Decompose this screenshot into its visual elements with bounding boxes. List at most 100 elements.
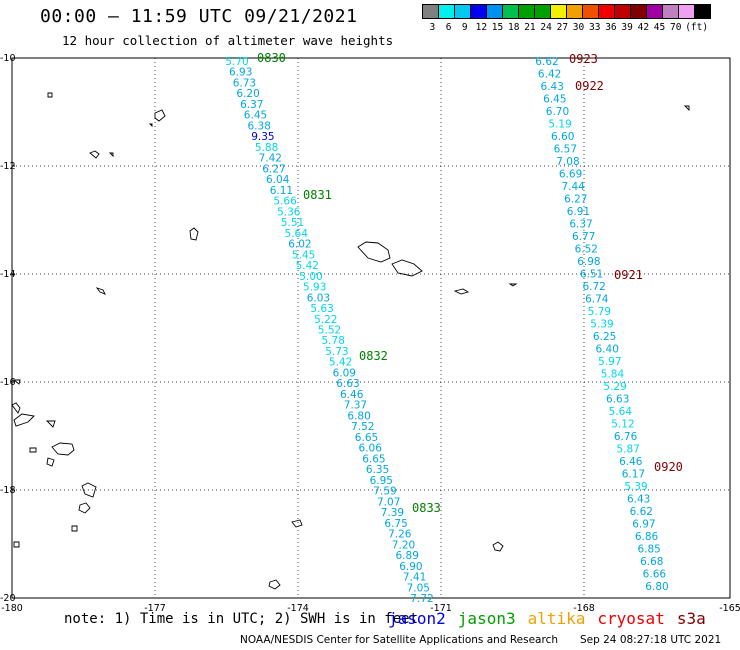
x-tick-label: -165 xyxy=(719,603,740,614)
wave-height-label: 6.80 xyxy=(347,410,370,422)
wave-height-label: 6.62 xyxy=(535,56,558,68)
island-outline xyxy=(46,457,55,467)
wave-height-label: 5.52 xyxy=(318,325,341,337)
wave-height-label: 6.57 xyxy=(554,144,577,156)
wave-height-label: 6.11 xyxy=(270,185,293,197)
wave-height-label: 7.39 xyxy=(381,507,404,519)
island-outline xyxy=(154,109,166,122)
wave-height-label: 9.35 xyxy=(251,131,274,143)
wave-height-label: 6.73 xyxy=(233,77,256,89)
wave-height-label: 6.91 xyxy=(567,206,590,218)
wave-height-label: 6.25 xyxy=(593,331,616,343)
island-outline xyxy=(683,105,690,112)
island-outline xyxy=(12,379,21,385)
island-outline xyxy=(51,442,75,456)
wave-height-label: 7.52 xyxy=(351,421,374,433)
wave-height-label: 5.00 xyxy=(299,271,322,283)
wave-height-label: 5.70 xyxy=(225,56,248,68)
wave-height-label: 6.06 xyxy=(359,443,383,455)
wave-height-label: 6.27 xyxy=(564,194,587,206)
x-tick-label: -174 xyxy=(287,603,309,614)
wave-height-label: 6.45 xyxy=(543,94,566,106)
wave-height-label: 6.42 xyxy=(538,69,561,81)
wave-height-label: 6.60 xyxy=(551,131,574,143)
island-outline xyxy=(81,482,97,498)
wave-height-label: 6.85 xyxy=(637,544,660,556)
wave-height-label: 7.37 xyxy=(344,400,367,412)
wave-height-label: 6.46 xyxy=(619,456,643,468)
wave-height-label: 6.38 xyxy=(248,120,271,132)
wave-height-label: 6.63 xyxy=(606,394,629,406)
wave-height-label: 7.07 xyxy=(377,496,400,508)
wave-height-label: 6.43 xyxy=(627,494,650,506)
wave-height-label: 6.03 xyxy=(307,292,330,304)
time-label: 0923 xyxy=(569,52,598,66)
wave-height-label: 7.05 xyxy=(407,582,430,594)
color-scale-label: 33 xyxy=(589,22,601,33)
wave-height-label: 5.84 xyxy=(601,369,625,381)
satellite-legend-jason2: jason2 xyxy=(388,609,446,628)
wave-height-label: 5.78 xyxy=(322,335,345,347)
color-scale-legend xyxy=(422,4,711,19)
wave-height-label: 7.42 xyxy=(259,153,282,165)
credit-text: NOAA/NESDIS Center for Satellite Applica… xyxy=(240,634,558,646)
wave-height-label: 7.20 xyxy=(392,539,415,551)
time-label: 0833 xyxy=(412,501,441,515)
time-label: 0830 xyxy=(257,51,286,65)
wave-height-label: 7.26 xyxy=(388,529,412,541)
wave-height-label: 6.89 xyxy=(396,550,419,562)
x-tick-label: -171 xyxy=(430,603,452,614)
color-swatch xyxy=(694,4,711,19)
wave-height-label: 6.45 xyxy=(244,110,267,122)
color-scale-label: 42 xyxy=(637,22,650,33)
wave-height-label: 6.70 xyxy=(546,106,569,118)
wave-height-label: 6.98 xyxy=(577,256,600,268)
color-scale-label: 3 xyxy=(429,22,436,33)
time-label: 0831 xyxy=(303,188,332,202)
wave-height-label: 5.36 xyxy=(277,206,301,218)
y-tick-label: -18 xyxy=(0,485,16,496)
island-outlines xyxy=(11,92,690,590)
color-scale-label: 9 xyxy=(461,22,468,33)
x-tick-label: -180 xyxy=(1,603,23,614)
wave-height-label: 6.40 xyxy=(596,344,619,356)
x-tick-label: -177 xyxy=(144,603,166,614)
altimeter-tracks: 5.706.936.736.206.376.456.389.355.887.42… xyxy=(225,51,683,605)
wave-height-label: 5.19 xyxy=(548,119,571,131)
y-tick-label: -14 xyxy=(0,269,16,280)
wave-height-label: 5.64 xyxy=(609,406,633,418)
wave-height-label: 6.72 xyxy=(582,281,605,293)
wave-height-label: 6.77 xyxy=(572,231,595,243)
color-scale-label: 27 xyxy=(556,22,569,33)
wave-height-label: 5.51 xyxy=(281,217,304,229)
wave-height-label: 6.74 xyxy=(585,294,609,306)
wave-height-label: 5.63 xyxy=(310,303,333,315)
wave-height-label: 6.02 xyxy=(288,239,311,251)
color-scale-label: 39 xyxy=(621,22,633,33)
island-outline xyxy=(13,413,35,427)
wave-height-label: 5.29 xyxy=(603,381,626,393)
time-label: 0921 xyxy=(614,268,643,282)
color-scale-label: (ft) xyxy=(685,22,709,33)
island-outline xyxy=(71,525,78,532)
wave-height-label: 5.39 xyxy=(624,481,647,493)
wave-height-label: 5.73 xyxy=(325,346,348,358)
island-outline xyxy=(492,541,504,552)
satellite-legend: jason2 jason3 altika cryosat s3a xyxy=(388,609,718,628)
island-outline xyxy=(189,227,199,241)
island-outline xyxy=(11,402,21,414)
color-scale-label: 30 xyxy=(572,22,585,33)
wave-height-label: 6.68 xyxy=(640,556,663,568)
y-tick-label: -10 xyxy=(0,53,16,64)
time-label: 0920 xyxy=(654,460,683,474)
wave-height-label: 7.08 xyxy=(556,156,579,168)
time-label: 0832 xyxy=(359,349,388,363)
island-outline xyxy=(453,288,470,295)
island-outline xyxy=(45,420,56,428)
wave-height-label: 5.45 xyxy=(292,249,315,261)
island-outline xyxy=(47,92,53,98)
satellite-legend-jason3: jason3 xyxy=(457,609,516,628)
island-outline xyxy=(89,150,100,159)
wave-height-label: 5.79 xyxy=(588,306,611,318)
